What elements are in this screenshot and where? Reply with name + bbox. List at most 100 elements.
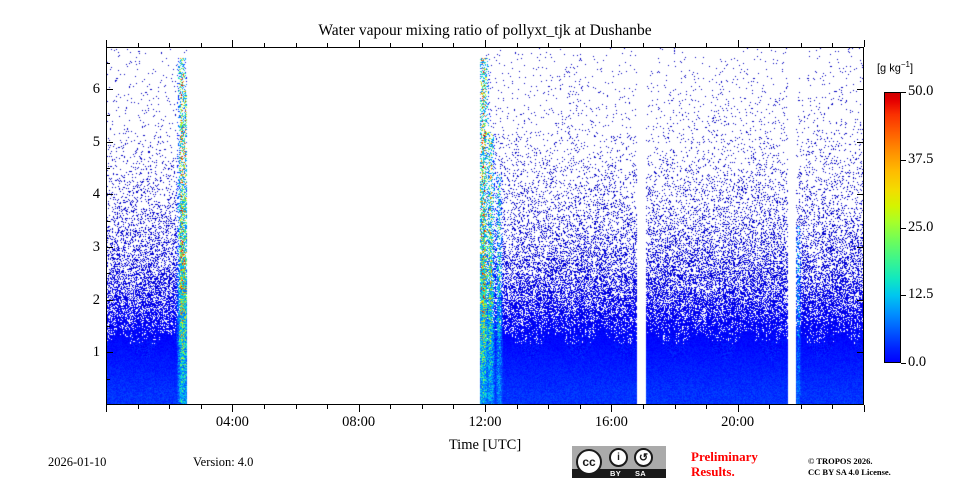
y-minor-tick [106, 378, 110, 380]
cc-sa-sharealike-icon: ↺ [634, 448, 653, 467]
y-tick-mark-right [857, 299, 864, 301]
x-minor-tick [516, 405, 518, 409]
y-tick-mark [106, 89, 113, 91]
cc-by-person-icon: i [609, 448, 628, 467]
y-tick-mark-right [857, 141, 864, 143]
colorbar-tick-label: 50.0 [908, 83, 934, 99]
x-minor-tick [200, 405, 202, 409]
x-tick-mark [864, 405, 865, 412]
x-minor-tick [421, 405, 423, 409]
cc-by-label: BY [610, 469, 622, 478]
copyright-note: © TROPOS 2026. CC BY SA 4.0 License. [808, 456, 891, 479]
colorbar-tick-label: 25.0 [908, 218, 934, 235]
page-title: Water vapour mixing ratio of pollyxt_tjk… [318, 22, 652, 39]
x-tick-mark-top [232, 40, 234, 47]
preliminary-line-1: Preliminary [691, 449, 758, 464]
colorbar-unit-exponent: −1 [900, 60, 910, 69]
x-minor-tick [706, 405, 708, 409]
x-tick-label: 20:00 [721, 414, 755, 430]
colorbar-gradient [884, 92, 901, 363]
y-tick-label: 1 [92, 344, 100, 361]
x-tick-mark-top [642, 43, 644, 47]
y-tick-label: 2 [92, 291, 100, 308]
x-tick-mark-top [327, 43, 329, 47]
y-tick-mark [106, 352, 113, 354]
x-tick-mark-top [800, 43, 802, 47]
colorbar-tick-mark [901, 295, 906, 297]
x-tick-mark-top [737, 40, 739, 47]
x-tick-mark-top [516, 43, 518, 47]
y-tick-mark [106, 141, 113, 143]
x-tick-mark-top [611, 40, 613, 47]
colorbar-tick-label: 37.5 [908, 150, 934, 167]
colorbar-tick-mark [901, 227, 906, 229]
x-tick-mark-top [832, 43, 834, 47]
y-minor-tick [106, 326, 110, 328]
x-tick-mark-top [358, 40, 360, 47]
x-tick-mark-top [421, 43, 423, 47]
x-minor-tick [263, 405, 265, 409]
x-minor-tick [169, 405, 171, 409]
footer-version: Version: 4.0 [193, 455, 254, 469]
y-tick-label: 5 [92, 133, 100, 150]
x-minor-tick [674, 405, 676, 409]
y-minor-tick [106, 62, 110, 64]
preliminary-results-note: Preliminary Results. [691, 449, 758, 480]
x-tick-mark [737, 405, 739, 412]
x-tick-mark-top [169, 43, 171, 47]
colorbar-tick-label: 12.5 [908, 286, 934, 303]
x-tick-mark-top [106, 40, 107, 47]
x-tick-mark [485, 405, 486, 412]
x-tick-mark-top [200, 43, 202, 47]
y-tick-mark [106, 247, 113, 249]
y-minor-tick [106, 273, 110, 275]
x-minor-tick [579, 405, 581, 409]
colorbar-unit-prefix: [g kg [877, 62, 901, 75]
x-minor-tick [800, 405, 802, 409]
x-minor-tick [832, 405, 834, 409]
colorbar-unit-label: [g kg−1] [877, 60, 913, 75]
x-minor-tick [137, 405, 139, 409]
y-minor-tick [106, 168, 110, 170]
x-minor-tick [548, 405, 550, 409]
copyright-line-1: © TROPOS 2026. [808, 456, 873, 466]
y-tick-mark-right [857, 89, 864, 91]
y-tick-mark-right [857, 194, 864, 196]
x-tick-mark-top [579, 43, 581, 47]
preliminary-line-2: Results. [691, 463, 735, 479]
y-tick-label: 6 [92, 81, 100, 98]
x-tick-mark [232, 405, 234, 412]
x-minor-tick [642, 405, 644, 409]
x-tick-mark-top [137, 43, 139, 47]
x-tick-mark-top [295, 43, 297, 47]
colorbar-tick-mark [901, 92, 906, 93]
colorbar-tick-label: 0.0 [908, 354, 927, 370]
x-axis-label: Time [UTC] [448, 437, 522, 453]
cc-logo-icon: cc [576, 449, 602, 475]
y-tick-label: 3 [92, 239, 100, 256]
y-tick-mark-right [857, 352, 864, 354]
colorbar-tick-mark [901, 363, 906, 364]
x-minor-tick [390, 405, 392, 409]
x-tick-mark-top [485, 40, 486, 47]
plot-area [106, 47, 864, 405]
y-minor-tick [106, 115, 110, 117]
scatter-data-canvas [107, 48, 863, 404]
x-tick-mark-top [769, 43, 771, 47]
x-tick-label: 08:00 [342, 414, 376, 430]
x-tick-label: 04:00 [215, 414, 249, 430]
x-minor-tick [769, 405, 771, 409]
x-tick-mark-top [864, 40, 865, 47]
y-tick-mark [106, 299, 113, 301]
y-minor-tick [106, 220, 110, 222]
y-tick-label: 4 [92, 186, 100, 203]
x-tick-mark-top [453, 43, 455, 47]
x-tick-label: 12:00 [468, 414, 502, 430]
x-tick-mark [611, 405, 613, 412]
y-tick-mark-right [857, 247, 864, 249]
x-minor-tick [327, 405, 329, 409]
x-minor-tick [295, 405, 297, 409]
footer-date: 2026-01-10 [48, 455, 107, 469]
copyright-line-2: CC BY SA 4.0 License. [808, 467, 891, 478]
